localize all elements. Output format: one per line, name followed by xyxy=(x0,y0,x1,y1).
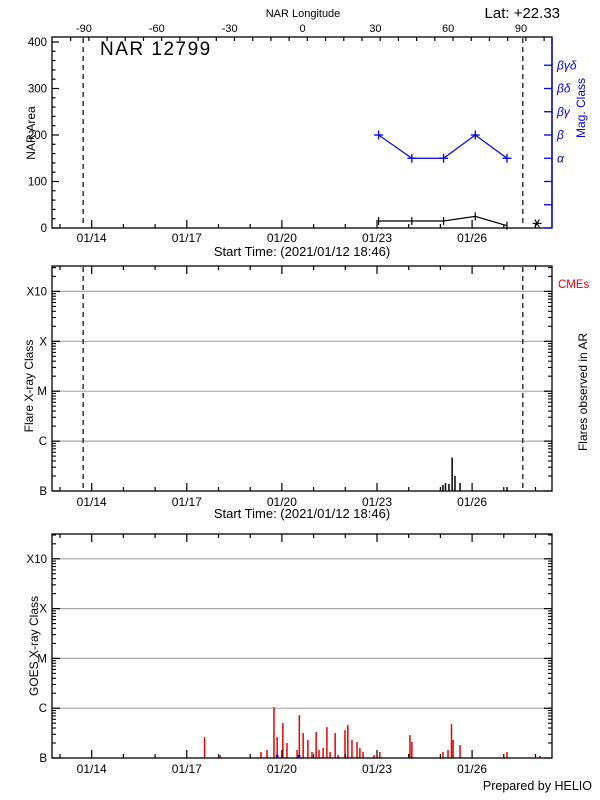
mag-class-tick-label: βγδ xyxy=(556,58,577,72)
longitude-tick-label: -60 xyxy=(149,23,165,35)
cmes-label: CMEs xyxy=(558,279,590,291)
xray-class-tick-label: M xyxy=(37,386,47,398)
mag-class-tick-label: β xyxy=(556,128,564,142)
x-axis-date-label: 01/26 xyxy=(457,762,487,776)
y-axis-area-label: 0 xyxy=(41,223,47,235)
mag-class-tick-label: α xyxy=(557,151,565,165)
x-axis-date-label: 01/26 xyxy=(457,495,487,509)
mag-class-tick-label: βγ xyxy=(556,105,571,119)
xray-class-tick-label: B xyxy=(39,486,47,498)
y-axis-area-label: 200 xyxy=(28,130,47,142)
y-axis-area-label: 300 xyxy=(28,84,47,96)
x-axis-date-label: 01/17 xyxy=(172,231,202,245)
longitude-tick-label: -30 xyxy=(222,23,238,35)
latitude-label: Lat: +22.33 xyxy=(484,5,560,22)
x-axis-date-label: 01/23 xyxy=(362,495,392,509)
xray-class-tick-label: M xyxy=(37,653,47,665)
prepared-by-caption: Prepared by HELIO xyxy=(482,779,592,793)
flares-observed-axis-title: Flares observed in AR xyxy=(576,332,590,452)
region-title: NAR 12799 xyxy=(100,39,212,60)
x-axis-date-label: 01/14 xyxy=(77,495,107,509)
longitude-tick-label: 30 xyxy=(369,23,381,35)
x-axis-date-label: 01/23 xyxy=(362,231,392,245)
nar-area-line xyxy=(378,215,508,227)
mag-class-tick-label: βδ xyxy=(556,82,571,96)
panel-frame xyxy=(51,36,553,229)
x-axis-date-label: 01/20 xyxy=(267,495,297,509)
y-axis-area-label: 400 xyxy=(28,37,47,49)
x-axis-date-label: 01/17 xyxy=(172,762,202,776)
xray-class-tick-label: X10 xyxy=(27,554,47,566)
longitude-tick-label: -90 xyxy=(76,23,92,35)
start-time-caption-1: Start Time: (2021/01/12 18:46) xyxy=(213,244,391,259)
x-axis-date-label: 01/14 xyxy=(77,762,107,776)
y-axis-area-label: 100 xyxy=(28,177,47,189)
longitude-tick-label: 90 xyxy=(515,23,527,35)
xray-class-tick-label: C xyxy=(39,703,47,715)
xray-class-tick-label: X xyxy=(39,604,47,616)
mag-class-line xyxy=(378,134,508,159)
nar-area-axis-title: NAR Area xyxy=(24,106,38,160)
longitude-axis-title: NAR Longitude xyxy=(265,8,341,20)
x-axis-date-label: 01/14 xyxy=(77,231,107,245)
goes-xray-axis-title: GOES X-ray Class xyxy=(27,595,41,697)
longitude-tick-label: 60 xyxy=(442,23,454,35)
panel-frame xyxy=(51,533,553,759)
x-axis-date-label: 01/20 xyxy=(267,231,297,245)
xray-class-tick-label: X xyxy=(39,336,47,348)
xray-class-tick-label: X10 xyxy=(27,286,47,298)
start-time-caption-2: Start Time: (2021/01/12 18:46) xyxy=(213,506,391,521)
xray-class-tick-label: B xyxy=(39,753,47,765)
asterisk-marker xyxy=(534,219,540,228)
x-axis-date-label: 01/23 xyxy=(362,762,392,776)
longitude-tick-label: 0 xyxy=(299,23,305,35)
x-axis-date-label: 01/17 xyxy=(172,495,202,509)
x-axis-date-label: 01/20 xyxy=(267,762,297,776)
x-axis-date-label: 01/26 xyxy=(457,231,487,245)
flare-xray-axis-title: Flare X-ray Class xyxy=(22,339,36,433)
mag-class-axis-title: Mag. Class xyxy=(574,77,588,139)
panel-frame xyxy=(51,265,553,492)
xray-class-tick-label: C xyxy=(39,436,47,448)
